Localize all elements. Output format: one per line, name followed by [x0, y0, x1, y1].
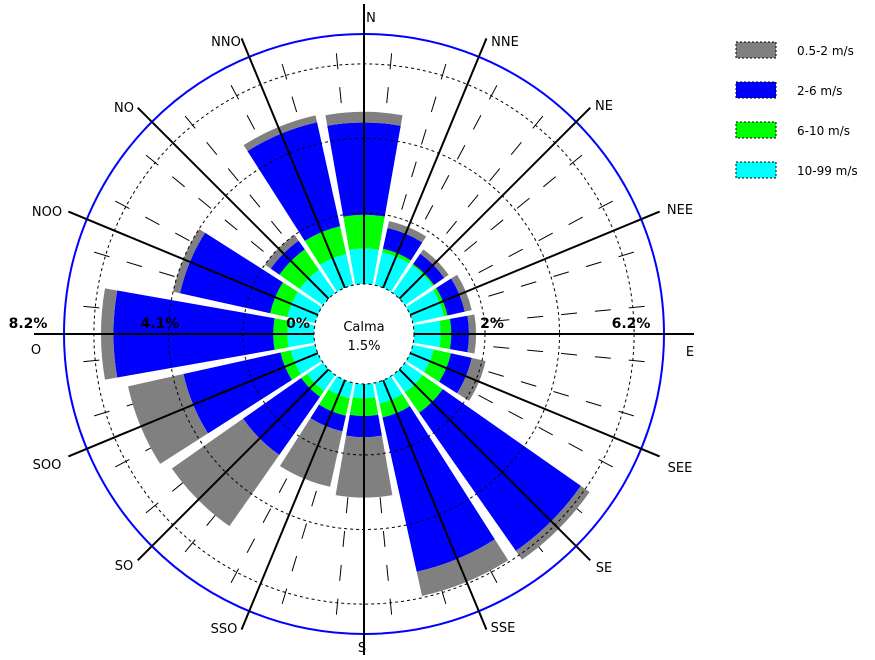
direction-line-noo [67, 210, 319, 316]
sector-bar-see [406, 344, 434, 373]
direction-label-nne: NNE [491, 35, 519, 50]
direction-label-sso: SSO [211, 622, 238, 637]
legend-swatch [735, 81, 777, 99]
sector-bar-see [439, 353, 472, 394]
direction-line-nee [409, 210, 661, 316]
direction-label-ne: NE [595, 99, 613, 114]
legend-swatch [735, 161, 777, 179]
minor-spoke-line [134, 145, 264, 252]
direction-line-so [137, 368, 330, 561]
minor-spoke-line [376, 463, 394, 629]
minor-spoke-line [401, 50, 451, 210]
legend-swatch [735, 121, 777, 139]
sector-bar-sso [319, 389, 350, 416]
legend-label: 10-99 m/s [797, 164, 858, 178]
sector-bar-nee [406, 289, 445, 324]
direction-label-soo: SOO [33, 458, 62, 473]
direction-line-nno [240, 37, 346, 289]
direction-label-nee: NEE [667, 203, 693, 218]
sector-bar-noo [287, 291, 322, 324]
minor-spoke-line [478, 194, 626, 274]
sector-bar-soo [128, 374, 209, 464]
direction-label-noo: NOO [32, 205, 62, 220]
ring-label: 0% [286, 316, 310, 332]
sector-bar-soo [290, 344, 322, 375]
ring-label: 6.2% [612, 316, 651, 332]
sector-bar-noo [270, 282, 298, 318]
direction-line-sse [382, 379, 488, 631]
direction-line-soo [67, 352, 319, 458]
sector-bar-nno [319, 253, 354, 292]
sector-bar-sse [374, 376, 403, 404]
minor-spoke-line [493, 304, 659, 322]
sector-bar-sse [416, 539, 509, 596]
legend-label: 0.5-2 m/s [797, 44, 854, 58]
sector-bar-sso [279, 418, 343, 487]
ring-label: 8.2% [9, 316, 48, 332]
minor-spoke-line [175, 104, 282, 234]
direction-line-no [137, 107, 330, 300]
minor-spoke-line [488, 371, 648, 421]
direction-label-nno: NNO [211, 35, 241, 50]
minor-spoke-line [102, 194, 250, 274]
direction-line-se [398, 368, 591, 561]
direction-label-no: NO [114, 101, 134, 116]
minor-spoke-line [488, 247, 648, 297]
direction-label-s: S [358, 641, 366, 655]
labels-layer: N NNE NE NEE E SEE SE SSE S SSO SO SOO O NOO NO NNO 0% 2%… [9, 11, 695, 656]
direction-label-n: N [366, 11, 376, 26]
sector-bar-noo [180, 232, 283, 314]
legend-label: 6-10 m/s [797, 124, 850, 138]
direction-label-e: E [686, 345, 694, 360]
sector-bar-nno [304, 226, 347, 265]
minor-spoke-line [277, 458, 327, 618]
direction-line-ne [398, 107, 591, 300]
minor-spoke-line [493, 346, 659, 364]
calm-label: Calma [343, 320, 384, 335]
minor-spoke-line [334, 463, 352, 629]
direction-label-so: SO [115, 559, 133, 574]
sector-bar-nne [382, 227, 423, 261]
minor-spoke-line [478, 394, 626, 474]
direction-label-se: SE [596, 561, 612, 576]
minor-spoke-line [464, 145, 594, 252]
sector-bar-see [424, 349, 451, 382]
legend: 0.5-2 m/s 2-6 m/s 6-10 m/s 10-99 m/s [735, 41, 858, 179]
ring-label: 2% [480, 316, 504, 332]
minor-spoke-line [80, 247, 240, 297]
minor-spoke-line [224, 448, 304, 596]
direction-line-nne [382, 37, 488, 289]
legend-swatch [735, 41, 777, 59]
sector-bar-soo [183, 352, 292, 434]
sector-bar-ne [412, 263, 435, 286]
ring-label: 4.1% [141, 316, 180, 332]
sector-bar-nno [247, 122, 341, 241]
direction-line-see [409, 352, 661, 458]
direction-label-sse: SSE [491, 621, 516, 636]
direction-label-o: O [31, 343, 41, 358]
direction-line-sso [240, 379, 346, 631]
minor-spoke-line [446, 104, 553, 234]
sector-bar-nne [374, 252, 409, 292]
grid-layer [34, 4, 694, 660]
sector-bar-nee [436, 278, 465, 316]
calm-value: 1.5% [347, 339, 380, 354]
legend-label: 2-6 m/s [797, 84, 842, 98]
minor-spoke-line [424, 72, 504, 220]
direction-label-see: SEE [668, 461, 693, 476]
